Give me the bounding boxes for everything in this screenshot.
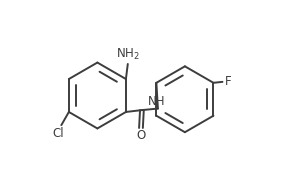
Text: F: F bbox=[224, 75, 231, 88]
Text: NH$_2$: NH$_2$ bbox=[116, 47, 140, 62]
Text: O: O bbox=[136, 129, 146, 142]
Text: NH: NH bbox=[148, 95, 165, 108]
Text: Cl: Cl bbox=[53, 127, 64, 140]
